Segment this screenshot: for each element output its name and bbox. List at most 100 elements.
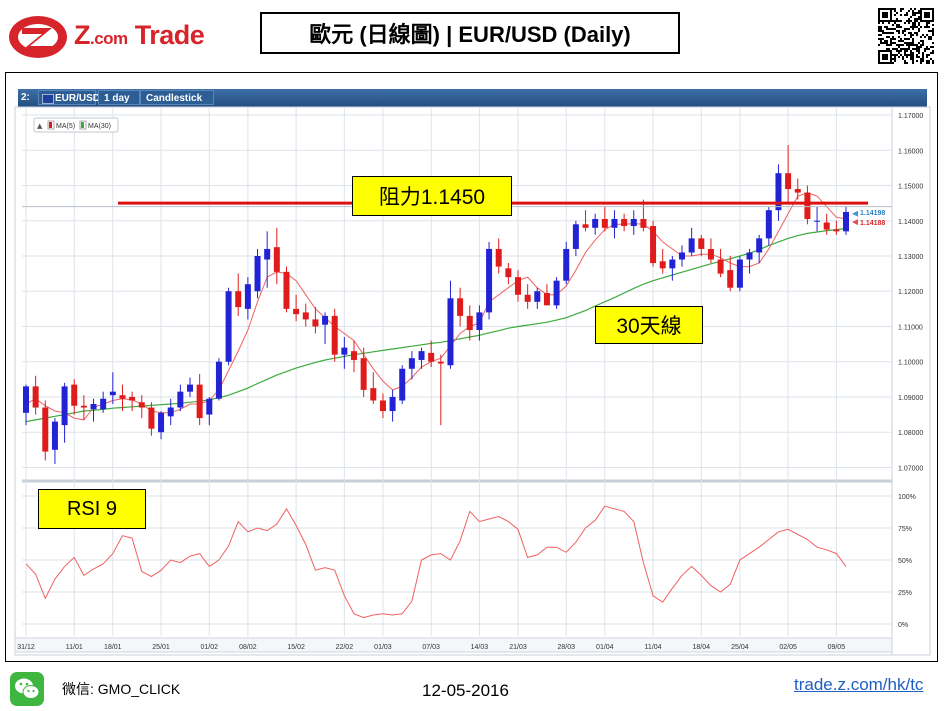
brand-wordmark: Z.com Trade	[74, 20, 205, 51]
eu-flag-icon	[42, 94, 54, 104]
rsi-line	[25, 505, 847, 619]
candle-body	[129, 396, 136, 401]
candle-body	[688, 238, 695, 253]
candle-body	[42, 407, 49, 452]
candle-body	[572, 224, 579, 249]
price-tick-label: 1.13000	[898, 254, 923, 261]
rsi-tick-label: 100%	[898, 494, 916, 501]
chart-type-tab[interactable]: Candlestick	[140, 90, 214, 105]
candle-body	[32, 386, 39, 408]
date-tick-label: 01/03	[374, 644, 392, 651]
ma5-legend-label: MA(5)	[56, 123, 75, 130]
price-tick-label: 1.15000	[898, 184, 923, 191]
candle-body	[843, 211, 849, 232]
bid-marker-icon	[852, 219, 858, 226]
candle-body	[293, 308, 300, 315]
candle-body	[379, 400, 386, 412]
candle-body	[273, 247, 280, 272]
ask-marker-icon	[852, 210, 858, 217]
candle-body	[399, 368, 406, 401]
symbol-tab[interactable]: EUR/USD	[38, 90, 100, 105]
candle-body	[756, 238, 763, 253]
candle-body	[215, 361, 222, 399]
price-tick-label: 1.11000	[898, 324, 923, 331]
price-tick-label: 1.10000	[898, 360, 923, 367]
wechat-icon	[10, 672, 44, 706]
candle-body	[206, 398, 213, 415]
date-axis-strip	[14, 637, 893, 653]
date-tick-label: 01/04	[596, 644, 614, 651]
date-tick-label: 25/04	[731, 644, 749, 651]
candle-body	[447, 298, 454, 366]
candle-body	[119, 395, 126, 399]
candle-body	[389, 396, 396, 412]
candle-body	[582, 224, 589, 228]
candle-body	[109, 391, 116, 396]
rsi-tick-label: 75%	[898, 526, 912, 533]
candle-body	[408, 358, 415, 369]
candle-body	[804, 192, 811, 219]
rsi-tick-label: 0%	[898, 622, 908, 629]
candle-body	[51, 421, 58, 450]
date-tick-label: 08/02	[239, 644, 257, 651]
candle-body	[370, 388, 377, 401]
candle-body	[264, 248, 271, 260]
candle-body	[621, 219, 628, 227]
wechat-id: 微信: GMO_CLICK	[62, 679, 180, 699]
candle-body	[785, 173, 792, 190]
candle-body	[23, 386, 29, 413]
ma30-annotation: 30天線	[595, 306, 703, 344]
candle-body	[640, 219, 647, 228]
candle-body	[592, 219, 599, 228]
candle-body	[611, 219, 618, 228]
candle-body	[814, 220, 821, 222]
chart-id-label: 2:	[21, 92, 30, 103]
date-tick-label: 09/05	[828, 644, 846, 651]
resistance-label: 阻力1.1450	[352, 176, 512, 216]
qr-code-icon	[878, 8, 934, 64]
report-date: 12-05-2016	[422, 681, 509, 700]
candle-body	[148, 407, 155, 429]
period-tab[interactable]: 1 day	[98, 90, 140, 105]
candle-body	[225, 291, 232, 362]
candle-body	[61, 386, 68, 426]
candle-body	[302, 312, 309, 320]
candle-body	[707, 248, 714, 260]
candle-body	[360, 358, 367, 390]
ask-price-tag: 1.14198	[860, 210, 885, 217]
price-tick-label: 1.14000	[898, 219, 923, 226]
chart-toolbar: 2: EUR/USD 1 day Candlestick	[18, 89, 927, 107]
date-tick-label: 15/02	[287, 644, 305, 651]
candle-body	[138, 402, 145, 408]
date-tick-label: 11/01	[66, 644, 83, 651]
candle-body	[630, 219, 637, 227]
candle-body	[90, 404, 97, 410]
candle-body	[254, 256, 261, 292]
price-tick-label: 1.07000	[898, 465, 923, 472]
candle-body	[698, 238, 705, 249]
wechat-prefix: 微信:	[62, 681, 98, 697]
candle-body	[158, 412, 165, 433]
candle-body	[505, 268, 512, 278]
zcom-trade-logo: Z.com Trade	[8, 14, 208, 60]
candle-body	[244, 284, 251, 309]
date-tick-label: 11/04	[645, 644, 662, 651]
candle-body	[457, 298, 464, 316]
rsi-axis: 100% 75% 50% 25% 0%	[898, 494, 916, 629]
candle-body	[80, 405, 87, 408]
brand-dot-com: .com	[90, 29, 128, 48]
candle-body	[235, 291, 242, 308]
candle-body	[775, 173, 782, 211]
z-logo-icon	[9, 16, 67, 58]
page-title: 歐元 (日線圖) | EUR/USD (Daily)	[260, 12, 680, 54]
date-tick-label: 01/02	[201, 644, 219, 651]
candle-body	[524, 294, 531, 302]
candle-body	[71, 384, 78, 406]
candle-body	[601, 219, 608, 228]
price-tick-label: 1.16000	[898, 148, 923, 155]
website-link[interactable]: trade.z.com/hk/tc	[794, 675, 924, 694]
price-axis: 1.17000 1.16000 1.15000 1.14000 1.13000 1.120…	[898, 113, 923, 472]
candles-group	[23, 145, 849, 464]
date-tick-label: 25/01	[152, 644, 170, 651]
candle-body	[765, 210, 772, 239]
